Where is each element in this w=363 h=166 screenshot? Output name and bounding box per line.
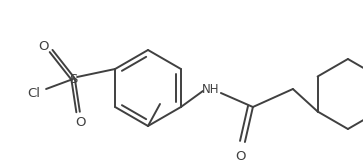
Text: O: O <box>38 40 48 52</box>
Text: O: O <box>75 116 85 128</box>
Text: Cl: Cl <box>28 86 41 99</box>
Text: O: O <box>236 150 246 163</box>
Text: NH: NH <box>202 83 220 95</box>
Text: S: S <box>69 73 77 85</box>
